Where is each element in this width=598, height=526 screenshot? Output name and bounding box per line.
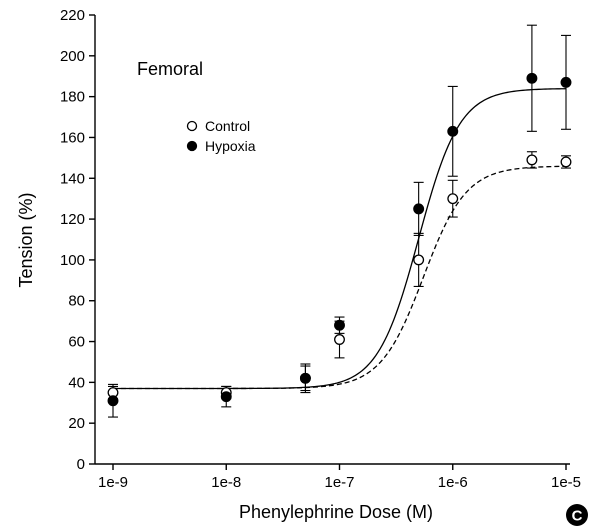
panel-badge: C [566, 504, 588, 526]
y-tick-label: 0 [77, 456, 85, 473]
data-points [107, 72, 572, 407]
y-tick-label: 140 [60, 170, 85, 187]
data-point-hypoxia [560, 76, 572, 88]
y-tick-label: 20 [68, 415, 85, 432]
y-tick-label: 160 [60, 129, 85, 146]
y-tick-label: 220 [60, 7, 85, 24]
data-point-control [526, 154, 538, 166]
x-tick-label: 1e-5 [551, 474, 581, 491]
y-ticks: 0 20 40 60 80 100 120 140 160 180 200 220 [60, 7, 95, 473]
error-bars [108, 24, 571, 418]
data-point-hypoxia [220, 391, 232, 403]
panel-badge-circle [566, 504, 588, 526]
data-point-control [334, 334, 345, 345]
legend-control-marker [186, 120, 198, 132]
data-point-hypoxia [334, 319, 345, 331]
fit-curve-hypoxia [113, 88, 567, 390]
fit-curves [113, 88, 567, 390]
panel-badge-letter: C [572, 508, 583, 525]
data-point-hypoxia [299, 372, 311, 384]
x-tick-label: 1e-9 [98, 474, 128, 491]
y-axis-title: Tension (%) [16, 192, 36, 287]
axes [94, 15, 570, 465]
y-tick-label: 40 [68, 374, 85, 391]
x-axis-title: Phenylephrine Dose (M) [239, 502, 433, 522]
x-tick-label: 1e-8 [211, 474, 241, 491]
y-tick-label: 80 [68, 293, 85, 310]
y-tick-label: 200 [60, 48, 85, 65]
data-point-control [447, 193, 459, 205]
x-ticks: 1e-9 1e-8 1e-7 1e-6 1e-5 [98, 464, 581, 491]
data-point-hypoxia [447, 125, 459, 137]
y-tick-label: 120 [60, 211, 85, 228]
data-point-hypoxia [526, 72, 538, 84]
y-tick-label: 60 [68, 334, 85, 351]
panel-title: Femoral [137, 59, 203, 79]
data-point-hypoxia [107, 395, 119, 407]
legend: Control Hypoxia [186, 118, 256, 154]
x-tick-label: 1e-6 [438, 474, 468, 491]
y-tick-label: 100 [60, 252, 85, 269]
legend-hypoxia-label: Hypoxia [205, 138, 256, 154]
legend-hypoxia-marker [186, 140, 198, 152]
data-point-control [413, 254, 425, 266]
y-tick-label: 180 [60, 89, 85, 106]
data-point-control [560, 156, 572, 168]
data-point-hypoxia [413, 203, 425, 215]
legend-control-label: Control [205, 118, 250, 134]
x-tick-label: 1e-7 [324, 474, 354, 491]
